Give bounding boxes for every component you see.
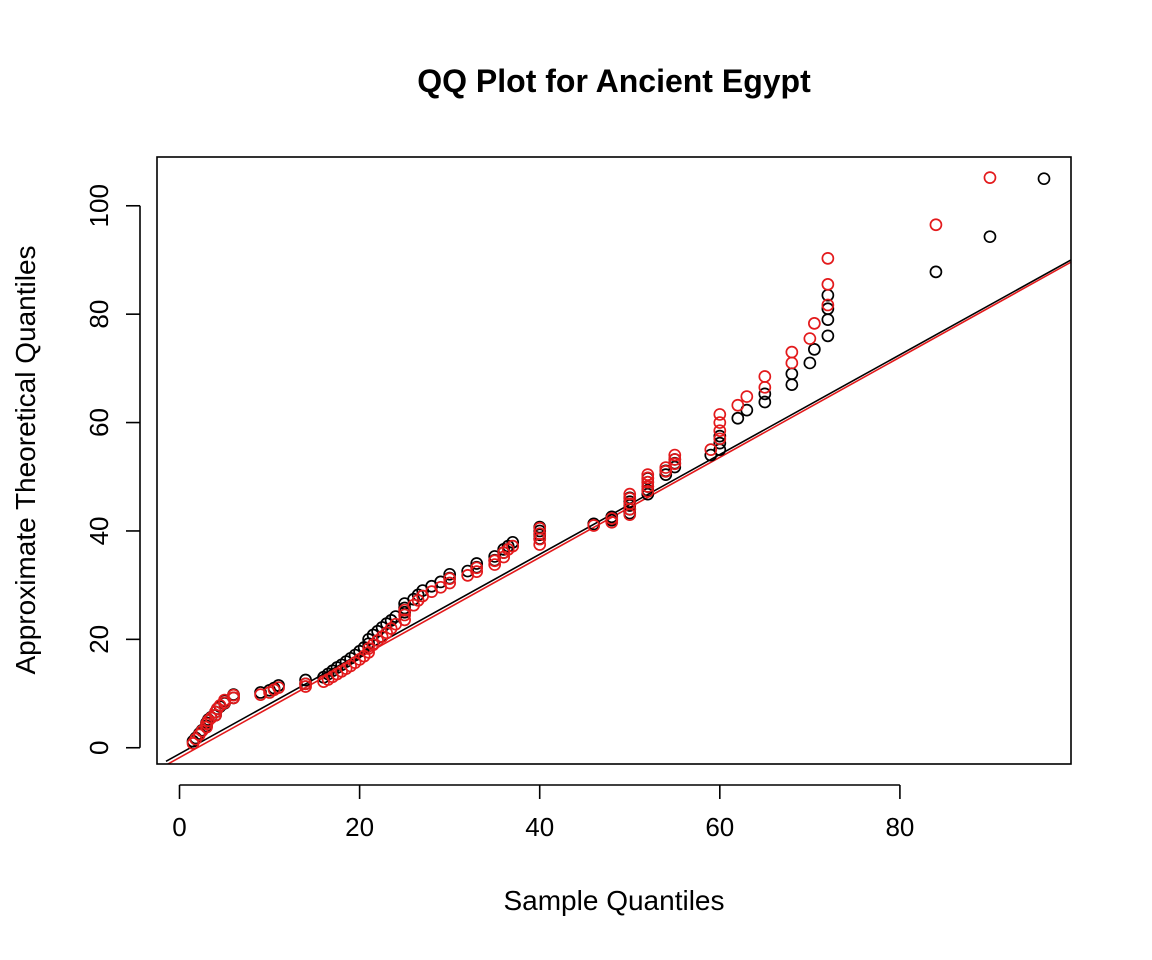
x-tick-label: 20 [345, 812, 374, 842]
point-series-2 [983, 171, 997, 184]
point-series-1 [983, 230, 997, 244]
reference-line-2 [166, 261, 1071, 764]
point-series-2 [821, 278, 835, 291]
point-series-2 [384, 622, 398, 635]
point-series-2 [668, 457, 682, 471]
point-series-1 [808, 343, 821, 356]
point-series-2 [803, 332, 817, 345]
points [186, 171, 1051, 750]
point-series-2 [605, 515, 619, 529]
x-axis: 0 20 40 60 80 [172, 784, 914, 842]
y-tick-label: 60 [84, 408, 114, 437]
point-series-2 [713, 416, 727, 429]
point-series-1 [821, 313, 835, 326]
point-series-2 [641, 480, 655, 493]
point-series-2 [443, 572, 457, 585]
point-series-2 [272, 681, 285, 694]
y-tick-label: 40 [84, 516, 114, 545]
point-series-2 [398, 613, 411, 627]
point-series-2 [641, 485, 655, 498]
point-series-2 [470, 565, 484, 578]
point-series-1 [704, 448, 718, 462]
x-tick-label: 80 [885, 812, 914, 842]
point-series-1 [1037, 172, 1051, 186]
chart-title: QQ Plot for Ancient Egypt [417, 63, 811, 99]
point-series-2 [641, 475, 655, 489]
point-series-2 [398, 608, 411, 622]
point-series-1 [470, 557, 484, 570]
point-series-2 [533, 527, 547, 541]
point-series-1 [659, 468, 673, 481]
point-series-2 [605, 512, 619, 525]
point-series-2 [821, 298, 835, 312]
point-series-2 [623, 492, 637, 505]
point-series-2 [929, 218, 943, 232]
point-series-2 [758, 380, 772, 394]
point-series-2 [488, 558, 502, 571]
point-series-2 [299, 677, 312, 691]
point-series-1 [731, 411, 745, 425]
point-series-2 [668, 453, 682, 466]
point-series-2 [380, 626, 393, 640]
point-series-2 [506, 539, 520, 553]
point-series-2 [623, 487, 637, 501]
point-series-2 [470, 561, 484, 575]
point-series-1 [785, 367, 799, 381]
point-series-1 [713, 436, 727, 450]
x-tick-label: 0 [172, 812, 186, 842]
point-series-2 [411, 593, 425, 607]
point-series-2 [641, 471, 655, 485]
point-series-1 [929, 265, 943, 279]
point-series-1 [299, 673, 312, 687]
point-series-2 [227, 688, 240, 702]
point-series-2 [758, 370, 772, 383]
point-series-2 [821, 251, 835, 265]
point-series-1 [821, 329, 835, 343]
point-series-1 [821, 302, 835, 316]
point-series-1 [758, 395, 772, 409]
point-series-2 [713, 408, 727, 421]
y-tick-label: 20 [84, 625, 114, 654]
point-series-2 [659, 464, 673, 478]
point-series-2 [443, 576, 457, 590]
x-tick-label: 40 [525, 812, 554, 842]
point-series-2 [533, 521, 547, 535]
point-series-1 [785, 378, 799, 391]
point-series-2 [808, 317, 821, 330]
point-series-2 [785, 356, 799, 370]
ref-lines [165, 259, 1071, 764]
reference-line-1 [165, 259, 1071, 762]
point-series-2 [731, 398, 745, 412]
y-axis: 0 20 40 60 80 100 [84, 184, 141, 755]
point-series-2 [641, 468, 655, 481]
x-tick-label: 60 [705, 812, 734, 842]
plot-frame [156, 156, 1072, 765]
point-series-2 [623, 497, 637, 511]
point-series-1 [803, 356, 817, 370]
point-series-2 [713, 424, 727, 438]
point-series-1 [443, 567, 457, 581]
point-series-2 [366, 638, 380, 652]
point-series-2 [254, 688, 267, 701]
y-axis-title: Approximate Theoretical Quantiles [10, 245, 41, 674]
point-series-2 [587, 519, 601, 532]
point-series-2 [713, 432, 727, 446]
y-tick-label: 80 [84, 300, 114, 329]
x-axis-title: Sample Quantiles [503, 885, 724, 916]
point-series-1 [758, 387, 772, 401]
y-tick-label: 0 [84, 741, 114, 755]
point-series-2 [704, 443, 718, 457]
point-series-2 [740, 390, 754, 403]
y-tick-label: 100 [84, 184, 114, 227]
point-series-2 [785, 345, 799, 359]
point-series-2 [668, 448, 682, 462]
